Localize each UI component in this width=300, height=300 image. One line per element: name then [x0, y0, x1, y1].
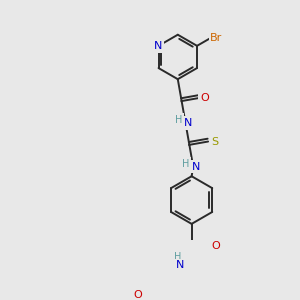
Text: N: N: [176, 260, 184, 270]
Text: S: S: [211, 136, 218, 146]
Text: O: O: [211, 241, 220, 251]
Text: N: N: [154, 41, 163, 51]
Text: N: N: [191, 162, 200, 172]
Text: N: N: [184, 118, 192, 128]
Text: H: H: [182, 158, 190, 169]
Text: H: H: [174, 252, 181, 262]
Text: H: H: [175, 115, 182, 125]
Text: O: O: [133, 290, 142, 300]
Text: Br: Br: [210, 33, 223, 43]
Text: O: O: [200, 93, 209, 103]
